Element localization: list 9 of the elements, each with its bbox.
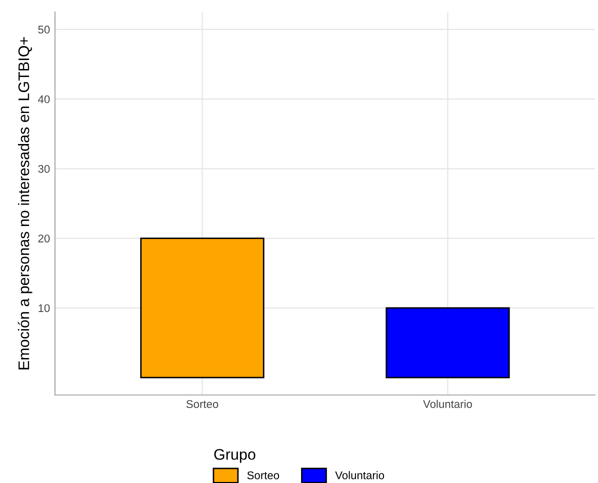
y-tick-label: 40 xyxy=(38,95,50,104)
legend-label: Voluntario xyxy=(335,471,384,480)
y-tick-label: 10 xyxy=(38,304,50,312)
legend-label: Sorteo xyxy=(247,471,280,480)
y-axis-title: Emoción a personas no interesadas en LGTBIQ+ xyxy=(18,37,32,370)
legend-title: Grupo xyxy=(214,448,256,463)
y-tick-label: 20 xyxy=(38,234,50,242)
y-tick-label: 30 xyxy=(38,164,50,173)
y-tick-label: 50 xyxy=(38,26,50,34)
